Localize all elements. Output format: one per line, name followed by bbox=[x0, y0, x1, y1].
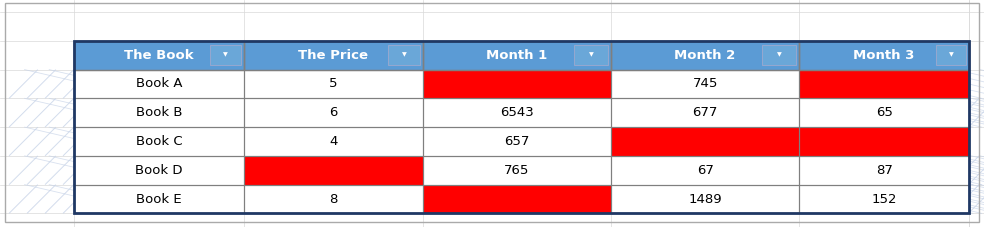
Bar bbox=[611, 41, 799, 70]
Text: 67: 67 bbox=[697, 164, 713, 177]
Bar bbox=[74, 156, 244, 185]
Text: 152: 152 bbox=[872, 192, 897, 205]
Bar bbox=[74, 156, 244, 185]
Bar bbox=[74, 98, 244, 127]
Bar bbox=[74, 185, 244, 213]
FancyBboxPatch shape bbox=[575, 45, 608, 65]
Text: Book D: Book D bbox=[135, 164, 183, 177]
Bar bbox=[244, 127, 423, 156]
Bar bbox=[244, 41, 423, 70]
Bar bbox=[74, 70, 244, 98]
Bar bbox=[799, 41, 969, 70]
Text: The Price: The Price bbox=[298, 49, 368, 62]
Bar bbox=[244, 98, 423, 127]
Text: Book C: Book C bbox=[136, 135, 182, 148]
Bar bbox=[74, 41, 244, 70]
Bar bbox=[74, 185, 244, 213]
Bar bbox=[611, 156, 799, 185]
Bar bbox=[611, 185, 799, 213]
Bar bbox=[74, 98, 244, 127]
Text: ▼: ▼ bbox=[776, 53, 781, 58]
Bar bbox=[611, 185, 799, 213]
Text: Book A: Book A bbox=[136, 77, 182, 91]
Bar bbox=[799, 127, 969, 156]
Text: Month 1: Month 1 bbox=[486, 49, 548, 62]
Bar bbox=[74, 70, 244, 98]
Bar bbox=[423, 127, 611, 156]
Bar bbox=[74, 127, 244, 156]
Bar bbox=[799, 185, 969, 213]
Bar bbox=[799, 70, 969, 98]
Bar bbox=[799, 185, 969, 213]
Bar bbox=[611, 70, 799, 98]
Bar bbox=[74, 127, 244, 156]
Text: Book B: Book B bbox=[136, 106, 182, 119]
Bar bbox=[611, 98, 799, 127]
Text: 745: 745 bbox=[693, 77, 717, 91]
Bar bbox=[423, 41, 611, 70]
Bar bbox=[611, 98, 799, 127]
Bar bbox=[611, 41, 799, 70]
Bar bbox=[423, 185, 611, 213]
Text: 677: 677 bbox=[693, 106, 717, 119]
Text: Month 3: Month 3 bbox=[853, 49, 915, 62]
Bar bbox=[423, 127, 611, 156]
Bar bbox=[799, 41, 969, 70]
Bar bbox=[244, 156, 423, 185]
Text: The Book: The Book bbox=[124, 49, 194, 62]
Text: 4: 4 bbox=[330, 135, 338, 148]
Text: 1489: 1489 bbox=[688, 192, 722, 205]
Bar bbox=[244, 185, 423, 213]
Text: ▼: ▼ bbox=[588, 53, 593, 58]
Text: 6: 6 bbox=[330, 106, 338, 119]
Bar bbox=[423, 70, 611, 98]
Bar bbox=[799, 127, 969, 156]
Text: 65: 65 bbox=[876, 106, 892, 119]
Bar bbox=[611, 127, 799, 156]
Bar bbox=[799, 156, 969, 185]
Bar bbox=[244, 156, 423, 185]
Text: ▼: ▼ bbox=[949, 53, 953, 58]
Text: 6543: 6543 bbox=[500, 106, 534, 119]
Bar bbox=[423, 98, 611, 127]
FancyBboxPatch shape bbox=[211, 45, 241, 65]
Bar bbox=[611, 127, 799, 156]
Text: Book E: Book E bbox=[136, 192, 182, 205]
FancyBboxPatch shape bbox=[936, 45, 966, 65]
Text: 765: 765 bbox=[505, 164, 529, 177]
Bar bbox=[423, 185, 611, 213]
Bar bbox=[799, 98, 969, 127]
Text: Month 2: Month 2 bbox=[674, 49, 736, 62]
Bar bbox=[244, 70, 423, 98]
Bar bbox=[244, 127, 423, 156]
Bar bbox=[423, 41, 611, 70]
Text: ▼: ▼ bbox=[223, 53, 228, 58]
Bar bbox=[423, 156, 611, 185]
Text: 87: 87 bbox=[876, 164, 892, 177]
Bar bbox=[799, 98, 969, 127]
Bar bbox=[74, 41, 969, 213]
Bar bbox=[74, 41, 244, 70]
Bar bbox=[611, 156, 799, 185]
Bar bbox=[423, 70, 611, 98]
Bar bbox=[611, 70, 799, 98]
Text: ▼: ▼ bbox=[401, 53, 406, 58]
FancyBboxPatch shape bbox=[763, 45, 796, 65]
Bar bbox=[244, 41, 423, 70]
Text: 5: 5 bbox=[330, 77, 338, 91]
FancyBboxPatch shape bbox=[388, 45, 420, 65]
Bar bbox=[244, 185, 423, 213]
Bar bbox=[244, 98, 423, 127]
Bar bbox=[423, 98, 611, 127]
Bar bbox=[244, 70, 423, 98]
Bar bbox=[423, 156, 611, 185]
Text: 657: 657 bbox=[505, 135, 529, 148]
Text: 8: 8 bbox=[330, 192, 338, 205]
Bar bbox=[799, 156, 969, 185]
Bar bbox=[799, 70, 969, 98]
